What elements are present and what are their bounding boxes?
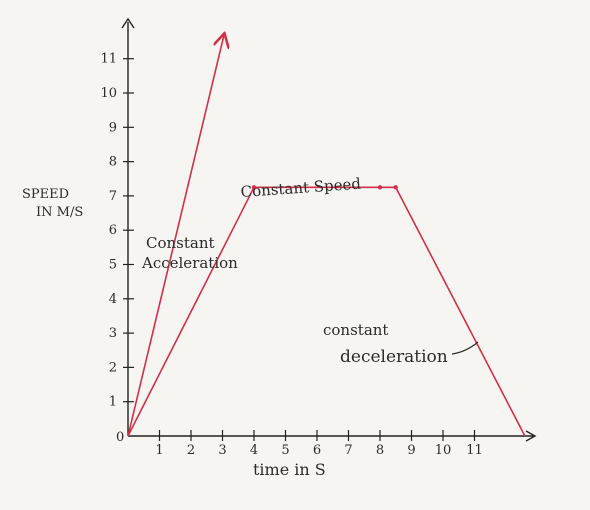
y-tick-label: 7 xyxy=(109,189,117,204)
annotation-constant-acceleration: Constant Acceleration xyxy=(141,234,238,272)
x-tick-label: 11 xyxy=(466,443,483,458)
annotation-constant-speed-line: Constant Speed xyxy=(240,175,362,201)
series-point xyxy=(251,185,257,190)
series-point xyxy=(393,185,398,190)
series-group xyxy=(127,35,526,437)
x-tick-label: 6 xyxy=(313,443,321,458)
deceleration-underline xyxy=(451,341,479,355)
x-tick-label: 4 xyxy=(250,443,258,458)
y-tick-label: 6 xyxy=(109,223,117,238)
y-axis-arrow-icon xyxy=(121,17,135,29)
x-tick-label: 2 xyxy=(187,443,195,458)
y-tick-label: 2 xyxy=(109,360,117,375)
x-tick-label: 3 xyxy=(218,443,226,458)
x-axis-label: time in S xyxy=(253,460,326,479)
annotation-constant-speed: Constant Speed xyxy=(240,175,362,201)
annotation-deceleration-line-1: constant xyxy=(323,321,388,339)
series-point xyxy=(377,185,383,190)
x-tick-label: 8 xyxy=(376,443,384,458)
x-tick-label: 10 xyxy=(435,443,452,458)
series-line-2 xyxy=(127,35,224,437)
y-axis-label-line-1: SPEED xyxy=(22,187,69,202)
x-tick-label: 1 xyxy=(155,443,163,458)
y-tick-label: 11 xyxy=(100,52,117,67)
x-axis-arrow-icon xyxy=(525,430,537,442)
y-tick-label: 10 xyxy=(100,86,117,101)
origin-label: 0 xyxy=(116,430,124,445)
y-tick-label: 5 xyxy=(109,258,117,273)
axes xyxy=(121,17,537,442)
x-tick-label: 5 xyxy=(281,443,289,458)
annotation-acceleration-line-2: Acceleration xyxy=(141,254,238,272)
x-tick-label: 7 xyxy=(344,443,352,458)
y-tick-label: 1 xyxy=(109,395,117,410)
x-tick-label: 9 xyxy=(407,443,415,458)
annotation-constant-deceleration: constant deceleration xyxy=(323,321,448,367)
annotation-acceleration-line-1: Constant xyxy=(146,234,215,252)
y-tick-label: 8 xyxy=(109,155,117,170)
y-tick-label: 3 xyxy=(109,326,117,341)
y-axis-label-line-2: IN M/S xyxy=(36,205,83,220)
y-tick-label: 9 xyxy=(109,120,117,135)
y-tick-label: 4 xyxy=(109,292,117,307)
series-line-1 xyxy=(127,186,526,437)
annotation-deceleration-line-2: deceleration xyxy=(340,347,448,367)
y-axis-label: SPEED IN M/S xyxy=(22,187,83,220)
